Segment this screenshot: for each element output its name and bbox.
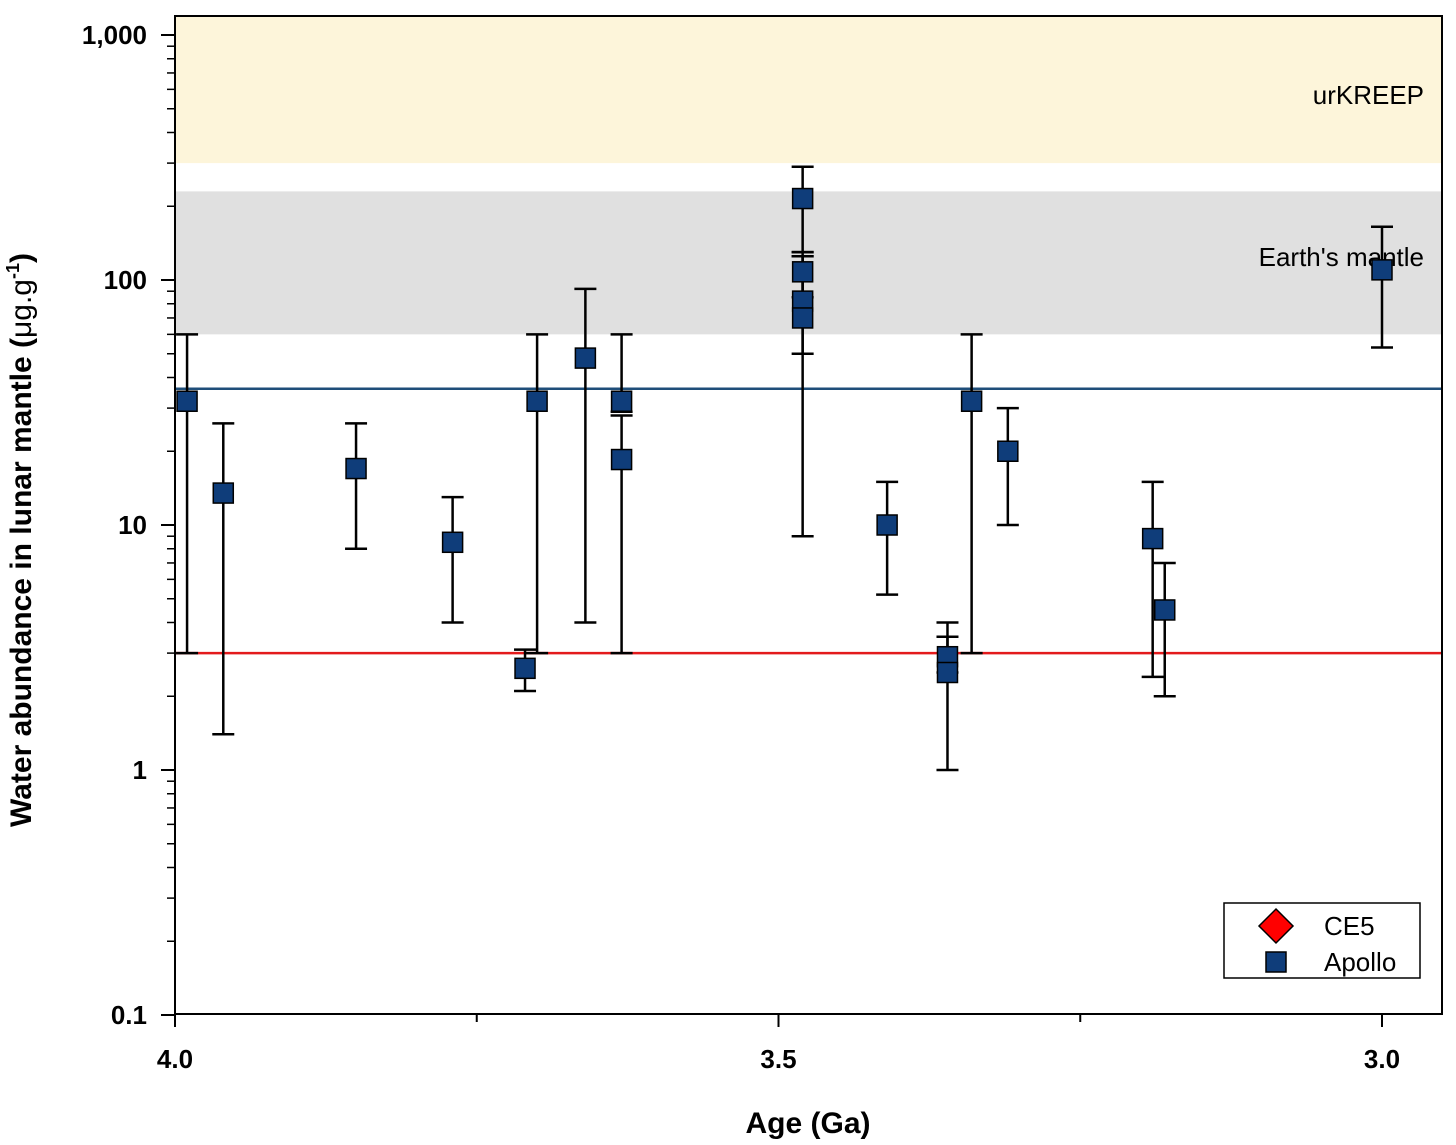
marker-Apollo-6 (574, 347, 597, 369)
y-axis-title-unit: μg.g (5, 279, 38, 338)
marker-Apollo-3 (441, 531, 464, 554)
legend: CE5 Apollo (1223, 902, 1421, 979)
background-bands: urKREEP Earth's mantle (175, 16, 1442, 335)
y-tick-label-4: 1,000 (82, 20, 147, 50)
marker-Apollo-18 (1141, 527, 1164, 550)
marker-Apollo-16 (960, 390, 983, 412)
marker-Apollo-9 (791, 187, 814, 210)
x-tick-label-1: 3.5 (760, 1044, 796, 1074)
y-tick-label-3: 100 (104, 265, 147, 295)
y-axis-title-exp: -1 (3, 263, 23, 279)
x-tick-label-0: 4.0 (157, 1044, 193, 1074)
marker-Apollo-20 (1371, 259, 1393, 281)
y-axis-title-main: Water abundance in lunar mantle ( (5, 338, 38, 827)
marker-Apollo-15 (936, 661, 959, 684)
legend-label-CE5: CE5 (1324, 911, 1375, 941)
legend-box (1223, 902, 1421, 979)
marker-Apollo-7 (610, 390, 633, 412)
plot-frame (174, 15, 1443, 1015)
legend-marker-CE5 (1257, 907, 1295, 945)
marker-Apollo-13 (876, 514, 898, 536)
marker-Apollo-8 (610, 448, 633, 471)
band-0 (175, 16, 1442, 164)
marker-Apollo-17 (997, 440, 1019, 462)
y-tick-label-0: 0.1 (111, 1000, 147, 1030)
legend-marker-Apollo (1265, 951, 1287, 973)
legend-label-Apollo: Apollo (1324, 947, 1396, 977)
y-axis-title-close: ) (5, 253, 38, 263)
marker-Apollo-5 (526, 390, 548, 412)
band-label-0: urKREEP (1313, 80, 1424, 110)
marker-Apollo-2 (345, 457, 367, 480)
marker-Apollo-12 (791, 307, 814, 329)
marker-Apollo-0 (176, 390, 198, 412)
marker-Apollo-19 (1153, 599, 1176, 621)
marker-Apollo-10 (791, 261, 814, 283)
y-axis-title: Water abundance in lunar mantle (μg.g-1) (3, 253, 38, 827)
marker-Apollo-1 (212, 482, 235, 504)
y-tick-label-1: 1 (133, 755, 147, 785)
x-axis-title: Age (Ga) (745, 1107, 870, 1140)
reference-lines (175, 387, 1442, 655)
x-tick-label-2: 3.0 (1364, 1044, 1400, 1074)
marker-Apollo-4 (514, 657, 536, 680)
band-label-1: Earth's mantle (1259, 242, 1424, 272)
data-markers (176, 187, 1393, 684)
y-tick-label-2: 10 (118, 510, 147, 540)
error-bars (176, 165, 1393, 772)
